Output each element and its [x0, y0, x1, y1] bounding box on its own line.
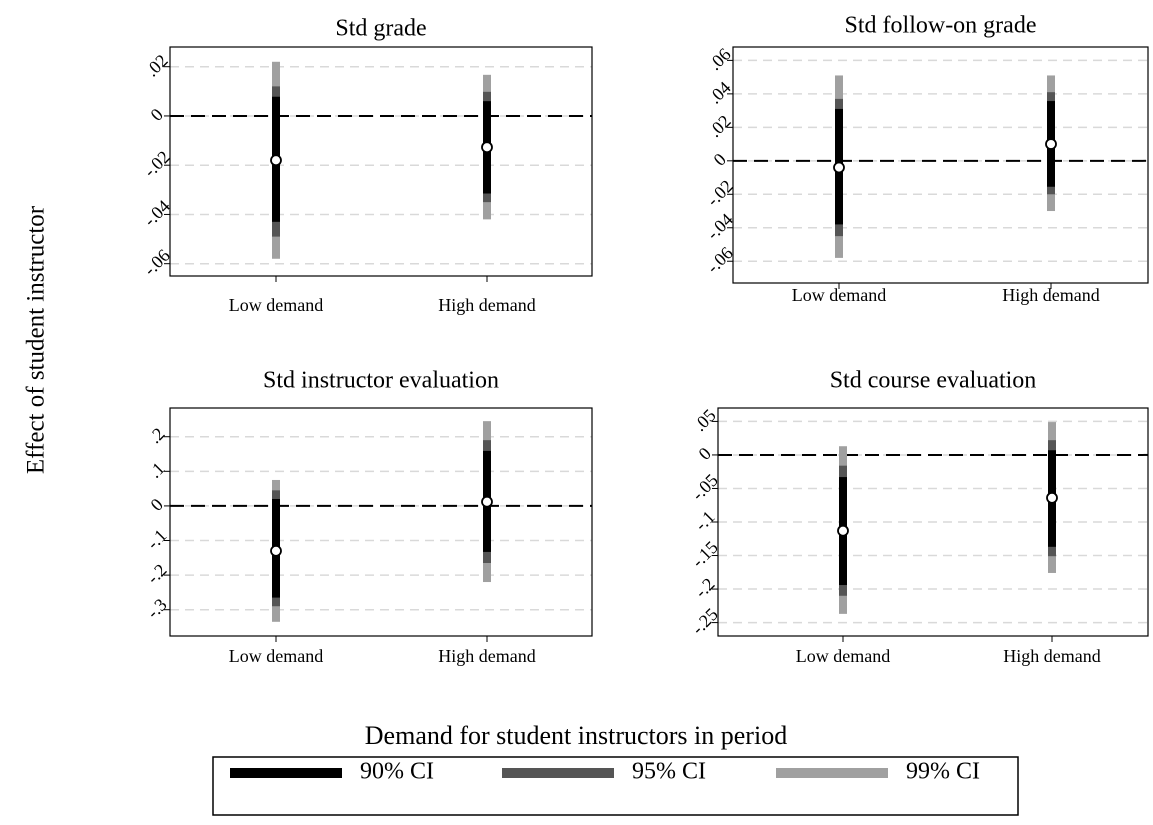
plot-frame [169, 46, 593, 277]
legend-label: 90% CI [360, 759, 434, 785]
x-tick-label: Low demand [229, 646, 323, 666]
panel-title: Std grade [335, 16, 426, 42]
point-estimate [270, 154, 282, 167]
point-estimate [481, 141, 493, 154]
x-tick-label: Low demand [792, 285, 886, 305]
point-estimate [270, 544, 282, 557]
x-tick-label: High demand [438, 295, 535, 315]
legend-label: 99% CI [906, 759, 980, 785]
x-tick-label: Low demand [229, 295, 323, 315]
legend-swatch [776, 768, 888, 778]
point-estimate [1045, 138, 1057, 150]
point-estimate [833, 161, 845, 174]
x-tick-label: High demand [1002, 285, 1099, 305]
panel-title: Std follow-on grade [845, 13, 1037, 39]
point-estimate [1046, 491, 1058, 504]
legend-box [212, 756, 1019, 816]
point-estimate [481, 495, 493, 508]
panel-title: Std course evaluation [830, 368, 1037, 394]
panel-title: Std instructor evaluation [263, 368, 499, 394]
x-tick-label: Low demand [796, 646, 890, 666]
legend-swatch [230, 768, 342, 778]
y-axis-label: Effect of student instructor [23, 205, 50, 474]
legend-swatch [502, 768, 614, 778]
point-estimate [837, 524, 849, 537]
legend-label: 95% CI [632, 759, 706, 785]
plot-frame [717, 407, 1149, 637]
plot-frame [732, 46, 1149, 284]
x-tick-label: High demand [1003, 646, 1100, 666]
x-axis-label: Demand for student instructors in period [365, 721, 787, 750]
x-tick-label: High demand [438, 646, 535, 666]
plot-frame [169, 407, 593, 637]
